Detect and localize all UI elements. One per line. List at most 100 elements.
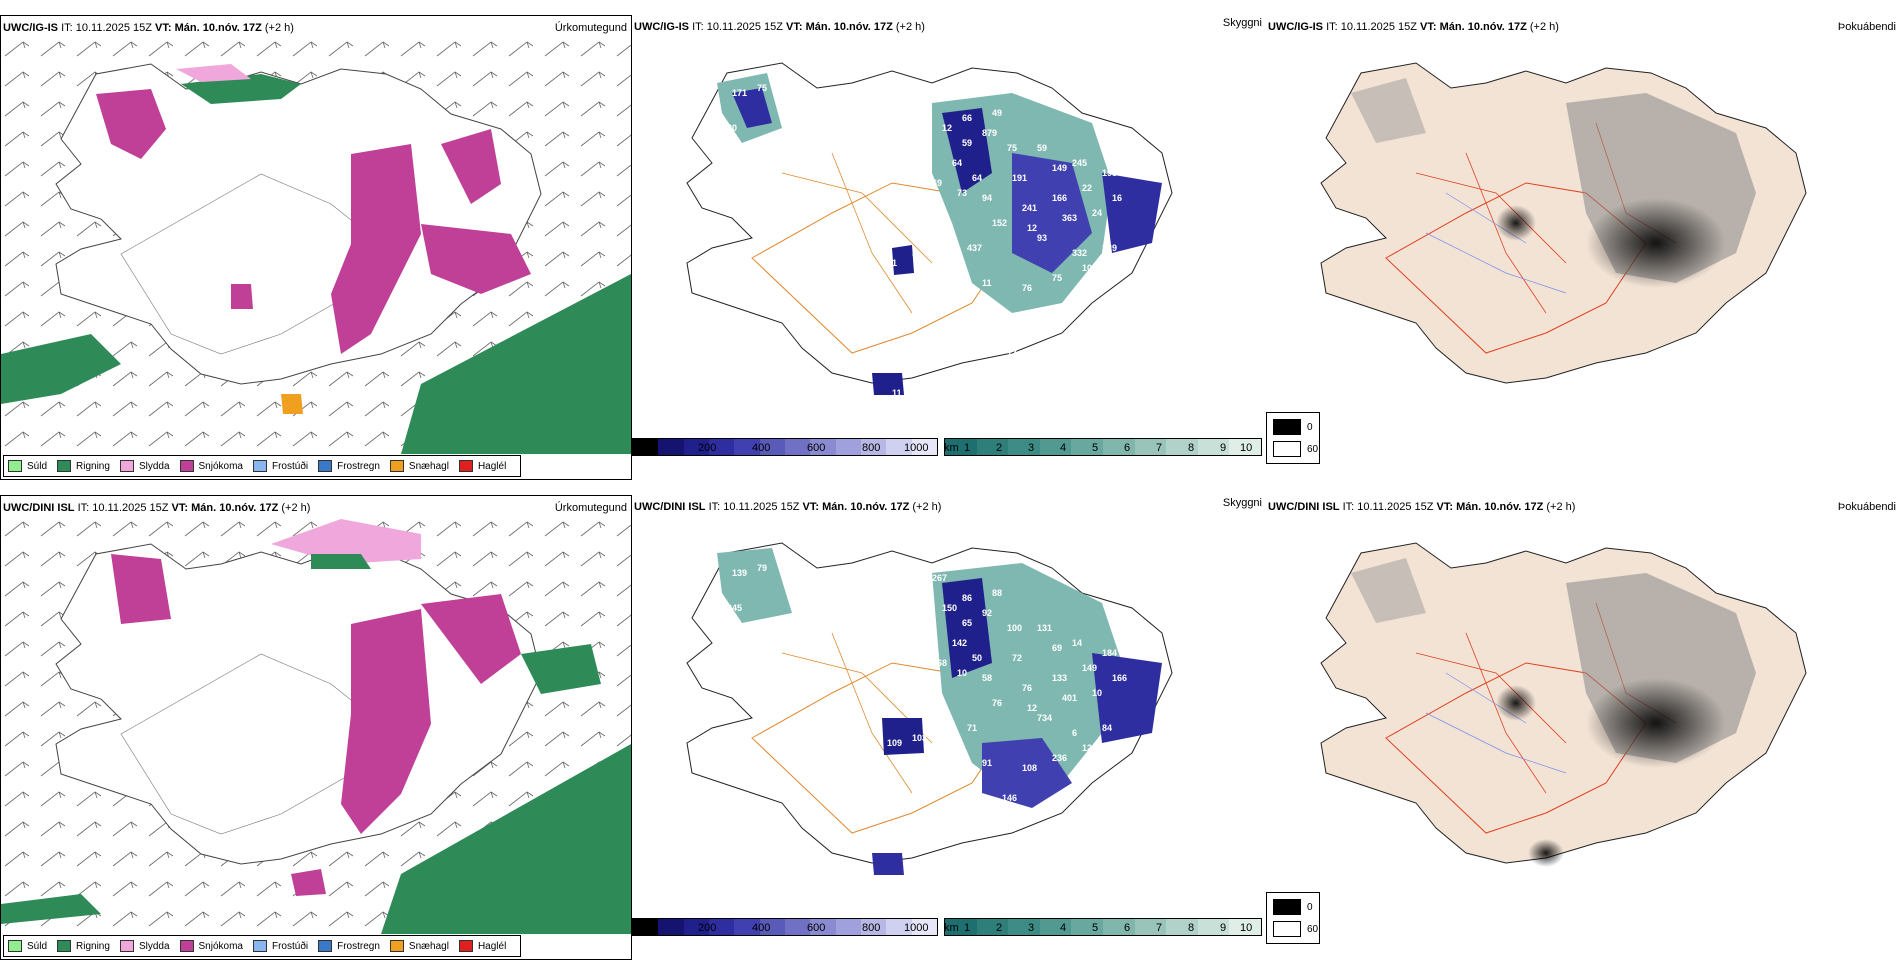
cloud-base-label: 191 (1012, 173, 1028, 183)
colorbar-bin (759, 439, 785, 455)
fog-panel-top: UWC/IG-IS IT: 10.11.2025 15Z VT: Mán. 10… (1266, 15, 1900, 480)
colorbar-tick: 10 (1240, 922, 1253, 934)
cloud-base-label: 11 (982, 278, 992, 288)
cloud-base-label: 59 (962, 138, 973, 148)
colorbar-tick: 200 (698, 922, 717, 934)
colorbar-tick: 0 (646, 442, 653, 454)
colorbar-tick: 200 (698, 442, 717, 454)
colorbar-bin (835, 439, 861, 455)
colorbar-bin (658, 919, 684, 935)
cloud-base-label: 24 (1092, 208, 1103, 218)
legend-label: 0 (1307, 421, 1313, 433)
cloud-base-label: 73 (957, 188, 968, 198)
legend-item: Frostregn (318, 460, 380, 472)
precip-type-panel-top: UWC/IG-IS IT: 10.11.2025 15Z VT: Mán. 10… (0, 15, 632, 480)
cloud-base-label: 69 (932, 178, 943, 188)
colorbar-bin (683, 439, 709, 455)
cloud-base-label: 79 (757, 563, 768, 573)
legend-label: Súld (27, 940, 48, 952)
cloud-base-label: 71 (912, 253, 923, 263)
colorbar-bin (945, 919, 977, 935)
cloud-base-label: 136 (1042, 308, 1058, 318)
cloud-base-label: 245 (1072, 158, 1088, 168)
cloud-base-label: 14 (747, 633, 758, 643)
colorbar-tick: 1000 (904, 922, 929, 934)
colorbar-bin (708, 919, 735, 935)
panel-header: UWC/IG-IS IT: 10.11.2025 15Z VT: Mán. 10… (1268, 21, 1559, 33)
legend-item: Frostúði (252, 460, 309, 472)
cloud-base-label: 14 (1072, 638, 1083, 648)
cloud-base-label: 76 (1022, 683, 1033, 693)
precip-map (1, 514, 631, 934)
visibility-panel-bottom: UWC/DINI ISL IT: 10.11.2025 15Z VT: Mán.… (632, 495, 1266, 960)
colorbar-tick: 1 (964, 922, 971, 934)
legend-label: 60 (1307, 443, 1319, 455)
colorbar-bin (1134, 919, 1167, 935)
cloud-base-label: 71 (887, 258, 898, 268)
cloud-base-label: 88 (932, 93, 943, 103)
cloud-base-label: 11 (942, 278, 952, 288)
cloud-base-label: 71 (967, 723, 978, 733)
cloud-base-label: 76 (992, 698, 1003, 708)
fog-map (1320, 62, 1807, 384)
cloud-base-colorbar (632, 918, 938, 936)
cloud-base-colorbar (632, 438, 938, 456)
cloud-base-label: 16 (1112, 193, 1123, 203)
legend-item: Rigning (57, 940, 110, 952)
colorbar-bin (683, 919, 709, 935)
colorbar-bin (886, 439, 912, 455)
colorbar-bin (734, 439, 760, 455)
cloud-base-label: 88 (992, 588, 1003, 598)
colorbar-tick: 2 (996, 442, 1003, 454)
colorbar-tick: 9 (1220, 442, 1227, 454)
cloud-base-label: 241 (1022, 203, 1038, 213)
panel-header: UWC/IG-IS IT: 10.11.2025 15Z VT: Mán. 10… (3, 22, 294, 34)
legend-item: Haglél (458, 460, 506, 472)
fog-title: Þokuábendi (1837, 21, 1896, 33)
precip-legend: Súld Rigning Slydda Snjókoma Frostúði Fr… (3, 935, 522, 957)
colorbar-bin (976, 919, 1009, 935)
cloud-base-label: 146 (1002, 793, 1018, 803)
colorbar-bin (860, 919, 887, 935)
legend-item: Haglél (458, 940, 506, 952)
cloud-base-label: 142 (952, 638, 968, 648)
colorbar-tick: 0 (646, 922, 653, 934)
cloud-base-label: 66 (962, 113, 973, 123)
legend-label: Snjókoma (198, 940, 243, 952)
cloud-base-label: 103 (912, 733, 928, 743)
cloud-base-label: 149 (1082, 663, 1098, 673)
visibility-panel-top: UWC/IG-IS IT: 10.11.2025 15Z VT: Mán. 10… (632, 15, 1266, 480)
colorbar-bin (759, 919, 785, 935)
colorbar-bin (784, 919, 811, 935)
cloud-base-label: 72 (1012, 653, 1023, 663)
colorbar-tick: 5 (1092, 922, 1099, 934)
colorbar-bin (1229, 919, 1261, 935)
colorbar-tick: 8 (1188, 922, 1195, 934)
legend-item: Snjókoma (179, 460, 243, 472)
cloud-base-label: 84 (1102, 723, 1113, 733)
legend-item: Rigning (57, 460, 110, 472)
colorbar-bin (1102, 919, 1135, 935)
legend-swatch (318, 940, 333, 952)
colorbar-tick: 600 (807, 442, 826, 454)
colorbar-bin (784, 439, 811, 455)
colorbar-bin (633, 919, 659, 935)
colorbar-bin (1197, 439, 1230, 455)
sun-legend: 0 60 (1266, 892, 1320, 944)
colorbar-bin (658, 439, 684, 455)
legend-item: Snjókoma (179, 940, 243, 952)
legend-label: Frostúði (271, 460, 309, 472)
legend-label: Slydda (138, 460, 170, 472)
visibility-title: Skyggni (1222, 497, 1262, 509)
visibility-colorbar (944, 438, 1262, 456)
precip-type-panel-bottom: UWC/DINI ISL IT: 10.11.2025 15Z VT: Mán.… (0, 495, 632, 960)
legend-item: Snæhagl (389, 940, 449, 952)
cloud-base-label: 236 (1052, 753, 1068, 763)
legend-label: Súld (27, 460, 48, 472)
legend-swatch (458, 940, 473, 952)
cloud-base-label: 12 (1027, 703, 1038, 713)
cloud-base-label: 401 (1062, 693, 1078, 703)
cloud-base-label: 125 (1002, 313, 1018, 323)
colorbar-tick: 600 (807, 922, 826, 934)
cloud-base-label: 108 (1022, 763, 1038, 773)
